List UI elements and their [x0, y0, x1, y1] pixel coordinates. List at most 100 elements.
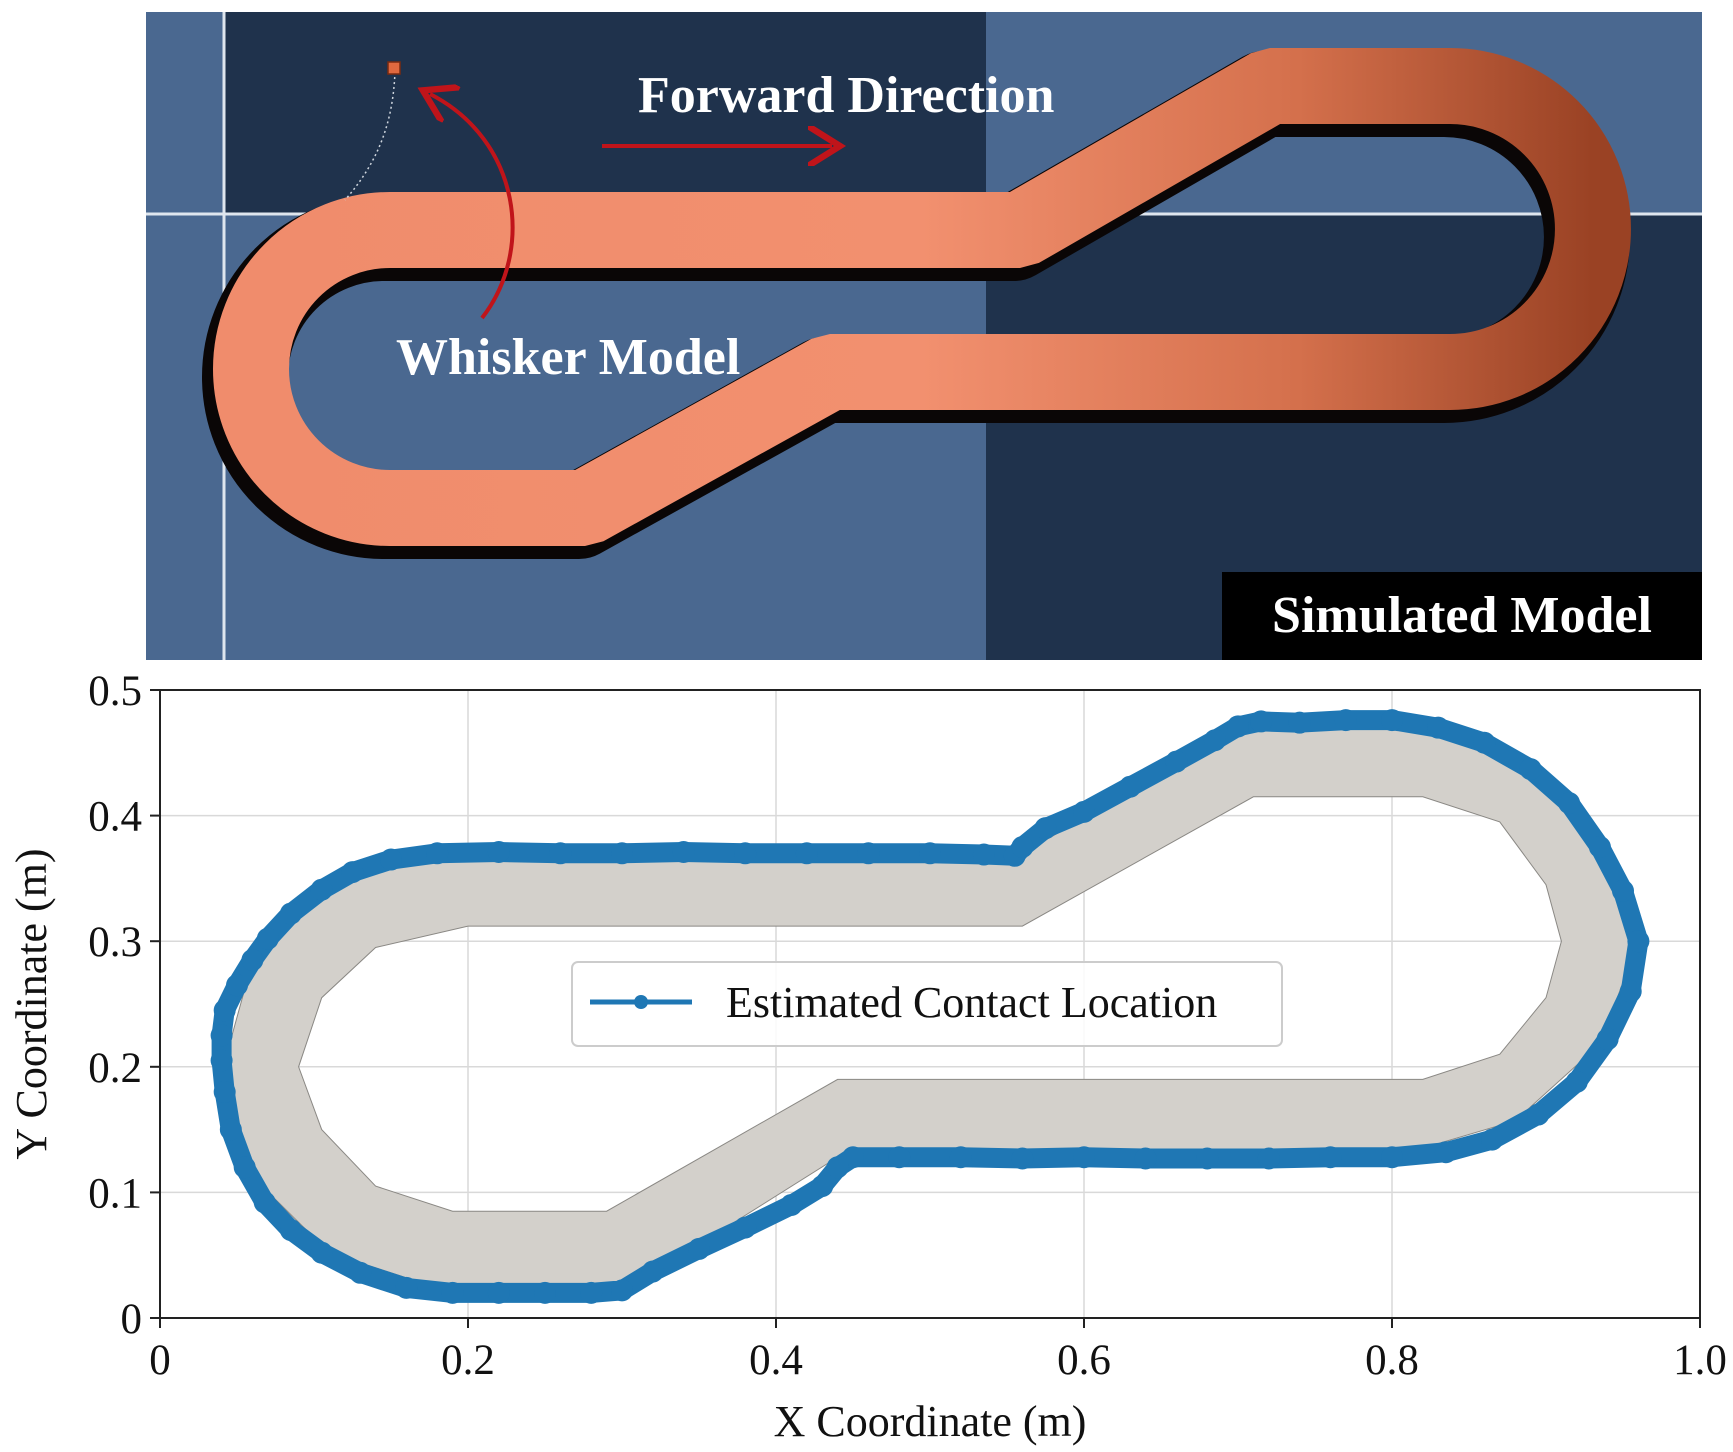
data-point — [795, 842, 818, 865]
legend-series-label: Estimated Contact Location — [726, 978, 1217, 1027]
whisker-arrow — [430, 94, 515, 320]
y-tick-label: 0 — [121, 1296, 143, 1343]
x-ticks: 0 0.2 0.4 0.6 0.8 1.0 — [149, 1318, 1727, 1384]
data-point — [549, 842, 572, 865]
y-axis-title: Y Coordinate (m) — [7, 848, 56, 1159]
data-point — [1481, 1128, 1504, 1151]
data-point — [395, 1276, 418, 1299]
data-point — [279, 1219, 302, 1242]
data-point — [349, 1261, 372, 1284]
plot-frame — [159, 689, 1701, 1319]
data-point — [857, 842, 880, 865]
data-point — [380, 848, 402, 871]
data-point — [1381, 1146, 1403, 1169]
legend-series-marker — [634, 995, 648, 1009]
data-point — [1381, 709, 1403, 732]
x-axis-title: X Coordinate (m) — [774, 1397, 1087, 1446]
contact-series-points — [210, 709, 1650, 1304]
data-point — [1165, 750, 1188, 773]
whisker-model-label: Whisker Model — [396, 329, 740, 386]
data-point — [611, 1279, 633, 1302]
y-ticks: 0 0.1 0.2 0.3 0.4 0.5 — [88, 668, 160, 1343]
data-point — [1119, 775, 1142, 798]
data-point — [1011, 1147, 1034, 1170]
data-point — [1227, 715, 1249, 738]
data-point — [1588, 836, 1611, 858]
x-tick-label: 0.2 — [441, 1337, 495, 1384]
floor-tile-dark-top-left — [224, 12, 986, 214]
simulated-model-label: Simulated Model — [1272, 587, 1652, 644]
data-point — [1434, 1141, 1457, 1164]
data-point — [1196, 1147, 1219, 1170]
contact-location-chart: 0 0.2 0.4 0.6 0.8 1.0 0 0.1 0.2 0.3 0.4 0.5 X Coor… — [7, 668, 1727, 1446]
data-point — [1519, 758, 1542, 781]
data-point — [213, 1080, 236, 1103]
data-point — [279, 902, 302, 925]
data-point — [734, 842, 757, 865]
y-tick-label: 0.3 — [88, 919, 142, 966]
data-point — [1565, 1070, 1588, 1093]
data-point — [972, 843, 995, 866]
simulated-model-badge — [1222, 572, 1702, 660]
data-point — [580, 1281, 603, 1304]
data-point — [233, 1156, 256, 1179]
data-point — [1034, 817, 1057, 840]
data-point — [826, 1156, 849, 1179]
data-point — [241, 949, 264, 972]
y-tick-label: 0.2 — [88, 1045, 142, 1092]
data-point — [1627, 930, 1650, 953]
x-tick-label: 1.0 — [1673, 1337, 1727, 1384]
data-point — [811, 1175, 834, 1198]
data-point — [210, 1024, 233, 1047]
legend: Estimated Contact Location — [571, 961, 1283, 1047]
data-point — [534, 1281, 556, 1304]
data-point — [1288, 711, 1311, 734]
data-point — [213, 999, 236, 1022]
data-point — [1203, 729, 1226, 752]
x-tick-label: 0.8 — [1365, 1337, 1419, 1384]
y-tick-label: 0.1 — [88, 1170, 142, 1217]
y-tick-label: 0.5 — [88, 668, 142, 715]
data-point — [1619, 980, 1642, 1003]
data-point — [780, 1193, 803, 1216]
data-point — [1334, 709, 1357, 732]
whisker-thread — [344, 71, 396, 201]
data-point — [1073, 800, 1095, 823]
x-tick-label: 0.4 — [749, 1337, 803, 1384]
data-point — [1257, 1147, 1280, 1170]
data-point — [1527, 1103, 1550, 1126]
data-point — [226, 974, 248, 997]
data-point — [1612, 879, 1634, 902]
data-point — [256, 927, 279, 950]
data-point — [949, 1146, 972, 1169]
track-loop — [213, 48, 1631, 546]
data-point — [919, 842, 941, 865]
whisker-model-marker — [387, 61, 401, 75]
data-point — [1250, 710, 1273, 733]
data-point — [253, 1191, 276, 1214]
data-point — [734, 1216, 757, 1239]
data-point — [426, 842, 449, 865]
data-point — [219, 1118, 242, 1141]
data-point — [310, 1241, 333, 1264]
data-point — [1134, 1147, 1157, 1170]
y-tick-label: 0.4 — [88, 794, 142, 841]
legend-box — [571, 961, 1283, 1047]
data-point — [441, 1281, 464, 1304]
data-point — [1558, 792, 1581, 815]
data-point — [611, 842, 633, 865]
data-point — [487, 841, 510, 864]
data-point — [341, 861, 364, 884]
data-point — [641, 1260, 664, 1283]
data-point — [210, 1049, 233, 1072]
data-point — [1073, 1146, 1095, 1169]
data-point — [1319, 1146, 1342, 1169]
data-point — [1596, 1028, 1619, 1051]
data-point — [688, 1237, 710, 1260]
x-tick-label: 0.6 — [1057, 1337, 1111, 1384]
data-point — [487, 1281, 510, 1304]
data-point — [310, 878, 333, 901]
data-point — [1011, 836, 1034, 858]
data-point — [1427, 716, 1450, 739]
